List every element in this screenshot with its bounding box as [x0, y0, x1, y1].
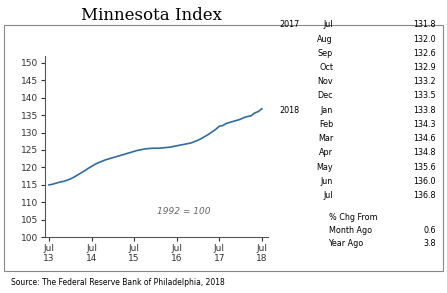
Text: Minnesota Index: Minnesota Index — [81, 7, 223, 24]
Text: Oct: Oct — [319, 63, 333, 72]
Text: 133.2: 133.2 — [413, 77, 436, 86]
Text: 3.8: 3.8 — [423, 239, 436, 248]
Text: 136.0: 136.0 — [413, 177, 436, 186]
Text: 134.3: 134.3 — [413, 120, 436, 129]
Text: Feb: Feb — [319, 120, 333, 129]
Text: 131.8: 131.8 — [413, 21, 436, 29]
Text: 133.8: 133.8 — [413, 106, 436, 115]
Text: Month Ago: Month Ago — [329, 226, 371, 235]
Text: 132.6: 132.6 — [413, 49, 436, 58]
Text: 132.0: 132.0 — [413, 35, 436, 44]
Text: May: May — [316, 163, 333, 171]
Text: 136.8: 136.8 — [413, 191, 436, 200]
Text: 132.9: 132.9 — [413, 63, 436, 72]
Text: 135.6: 135.6 — [413, 163, 436, 171]
Text: 134.6: 134.6 — [413, 134, 436, 143]
Text: Dec: Dec — [317, 91, 333, 100]
Text: 1992 = 100: 1992 = 100 — [156, 207, 210, 216]
Text: % Chg From: % Chg From — [329, 213, 377, 222]
Text: Source: The Federal Reserve Bank of Philadelphia, 2018: Source: The Federal Reserve Bank of Phil… — [11, 277, 225, 287]
Text: Year Ago: Year Ago — [329, 239, 364, 248]
Text: Jul: Jul — [324, 21, 333, 29]
Text: Apr: Apr — [319, 148, 333, 157]
Text: Sep: Sep — [318, 49, 333, 58]
Text: 2017: 2017 — [279, 21, 299, 29]
Text: Aug: Aug — [317, 35, 333, 44]
Text: Jun: Jun — [321, 177, 333, 186]
Text: 2018: 2018 — [279, 106, 299, 115]
Text: Mar: Mar — [318, 134, 333, 143]
Text: Jul: Jul — [324, 191, 333, 200]
Text: Jan: Jan — [321, 106, 333, 115]
Text: Nov: Nov — [317, 77, 333, 86]
Text: 133.5: 133.5 — [413, 91, 436, 100]
Text: 0.6: 0.6 — [423, 226, 436, 235]
Text: 134.8: 134.8 — [413, 148, 436, 157]
